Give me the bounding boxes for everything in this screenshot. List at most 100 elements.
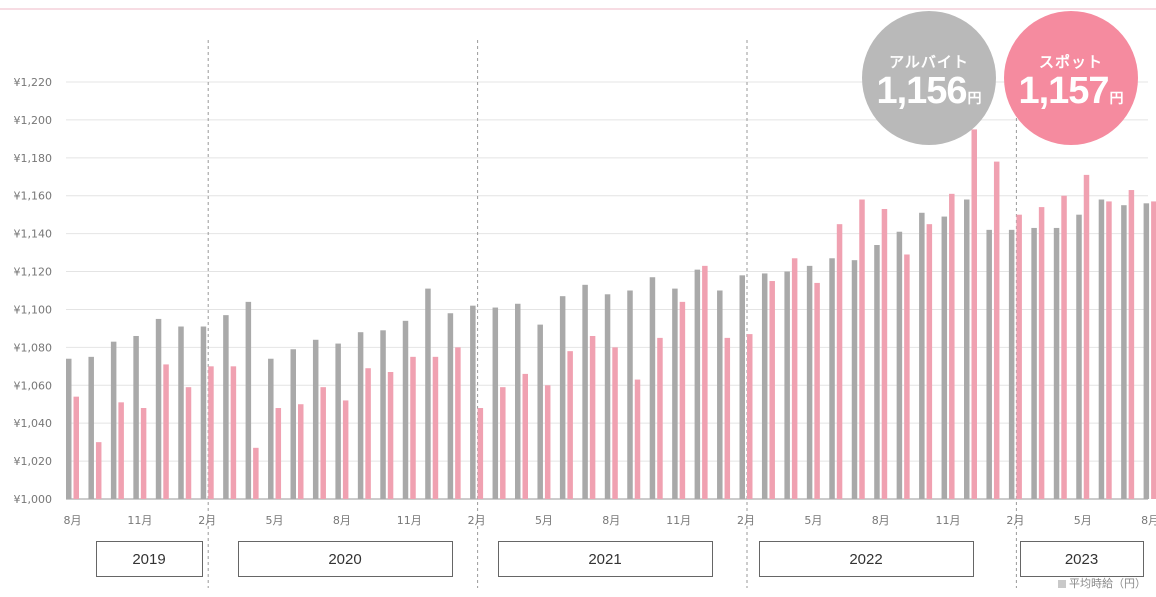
bar-spot [298, 404, 304, 499]
y-tick-label: ¥1,060 [14, 379, 53, 392]
bar-arubaito [1031, 227, 1037, 499]
y-tick-label: ¥1,220 [14, 76, 53, 89]
x-tick-label: 11月 [397, 514, 422, 527]
bar-arubaito [627, 290, 633, 499]
bar-arubaito [178, 326, 184, 499]
bar-arubaito [559, 296, 566, 499]
bar-arubaito [268, 358, 274, 499]
bar-arubaito [245, 301, 252, 499]
bar-arubaito [492, 307, 499, 499]
bar-arubaito [672, 288, 678, 499]
bar-arubaito [1143, 203, 1150, 500]
bar-arubaito [380, 330, 386, 499]
bar-spot [500, 387, 506, 499]
x-tick-label: 11月 [936, 514, 961, 527]
bar-arubaito [88, 356, 94, 499]
bar-arubaito [694, 269, 701, 499]
x-tick-label: 2月 [737, 514, 755, 527]
y-tick-label: ¥1,000 [14, 493, 53, 506]
bar-spot [949, 193, 955, 499]
year-boxes: 2019 2020 2021 2022 2023 [96, 541, 1144, 577]
y-tick-label: ¥1,160 [14, 190, 53, 203]
bar-spot [702, 265, 708, 499]
bar-arubaito [425, 288, 431, 499]
bar-arubaito [986, 229, 992, 499]
bar-arubaito [941, 216, 948, 499]
bar-spot [163, 364, 169, 499]
bar-spot [904, 254, 910, 499]
bar-spot [455, 347, 461, 499]
year-box [498, 541, 713, 577]
bar-spot [567, 351, 573, 499]
bar-spot [926, 224, 933, 499]
bar-spot [185, 387, 192, 499]
bar-arubaito [649, 277, 656, 499]
y-tick-label: ¥1,080 [14, 341, 53, 354]
legend-footnote: 平均時給（円） [1058, 575, 1146, 591]
year-label: 2022 [849, 551, 882, 568]
bar-arubaito [1076, 214, 1082, 499]
arubaito-badge-value: 1,156 [876, 69, 967, 112]
bar-arubaito [335, 343, 341, 499]
bar-spot [342, 400, 349, 499]
bar-spot [253, 447, 259, 499]
bar-spot [881, 208, 888, 499]
x-tick-label: 2月 [198, 514, 216, 527]
bar-arubaito [896, 231, 903, 499]
bar-arubaito [402, 320, 409, 499]
bar-arubaito [223, 315, 229, 499]
x-tick-label: 5月 [266, 514, 284, 527]
bar-spot [365, 368, 371, 499]
bar-spot [747, 334, 753, 499]
bar-spot [836, 224, 843, 499]
x-tick-label: 8月 [602, 514, 620, 527]
bar-arubaito [200, 326, 207, 499]
spot-badge-value: 1,157 [1018, 69, 1109, 112]
bar-spot [859, 199, 865, 499]
bar-arubaito [290, 349, 296, 499]
bar-arubaito [447, 313, 454, 499]
bar-spot [432, 356, 439, 499]
x-tick-label: 5月 [804, 514, 822, 527]
y-tick-label: ¥1,140 [14, 228, 53, 241]
year-box [238, 541, 453, 577]
bar-arubaito [1098, 199, 1105, 499]
year-label: 2021 [588, 551, 621, 568]
spot-badge-unit: 円 [1109, 90, 1124, 107]
bar-spot [791, 258, 798, 499]
bar-arubaito [829, 258, 835, 499]
bar-arubaito [357, 332, 364, 499]
bar-arubaito [582, 284, 588, 499]
bar-arubaito [312, 339, 319, 499]
bar-spot [522, 373, 528, 499]
bar-spot [387, 372, 394, 499]
footnote-text: 平均時給（円） [1069, 577, 1146, 590]
bar-arubaito [717, 290, 723, 499]
arubaito-badge-title: アルバイト [889, 52, 969, 71]
year-box [1020, 541, 1144, 577]
year-label: 2020 [328, 551, 361, 568]
bar-arubaito [1008, 229, 1015, 499]
x-axis: 8月 11月 2月 5月 8月 11月 2月 5月 8月 11月 2月 5月 8月 11月 2月 5月 8月 [64, 514, 1156, 527]
bar-arubaito [851, 260, 858, 499]
bar-spot [971, 129, 977, 500]
bar-arubaito [806, 265, 813, 499]
bars [66, 129, 1156, 500]
bar-arubaito [964, 199, 970, 499]
bar-spot [544, 385, 551, 499]
y-tick-label: ¥1,020 [14, 455, 53, 468]
bar-spot [275, 408, 282, 499]
arubaito-badge-unit: 円 [967, 90, 982, 107]
y-tick-label: ¥1,040 [14, 417, 53, 430]
y-tick-label: ¥1,120 [14, 266, 53, 279]
bar-arubaito [739, 275, 745, 499]
bar-arubaito [874, 245, 880, 499]
bar-spot [1083, 174, 1090, 500]
bar-spot [1016, 214, 1022, 499]
bar-spot [320, 387, 326, 499]
bar-spot [1151, 201, 1156, 499]
bar-spot [769, 281, 775, 499]
x-tick-label: 8月 [333, 514, 351, 527]
bar-arubaito [515, 303, 521, 499]
